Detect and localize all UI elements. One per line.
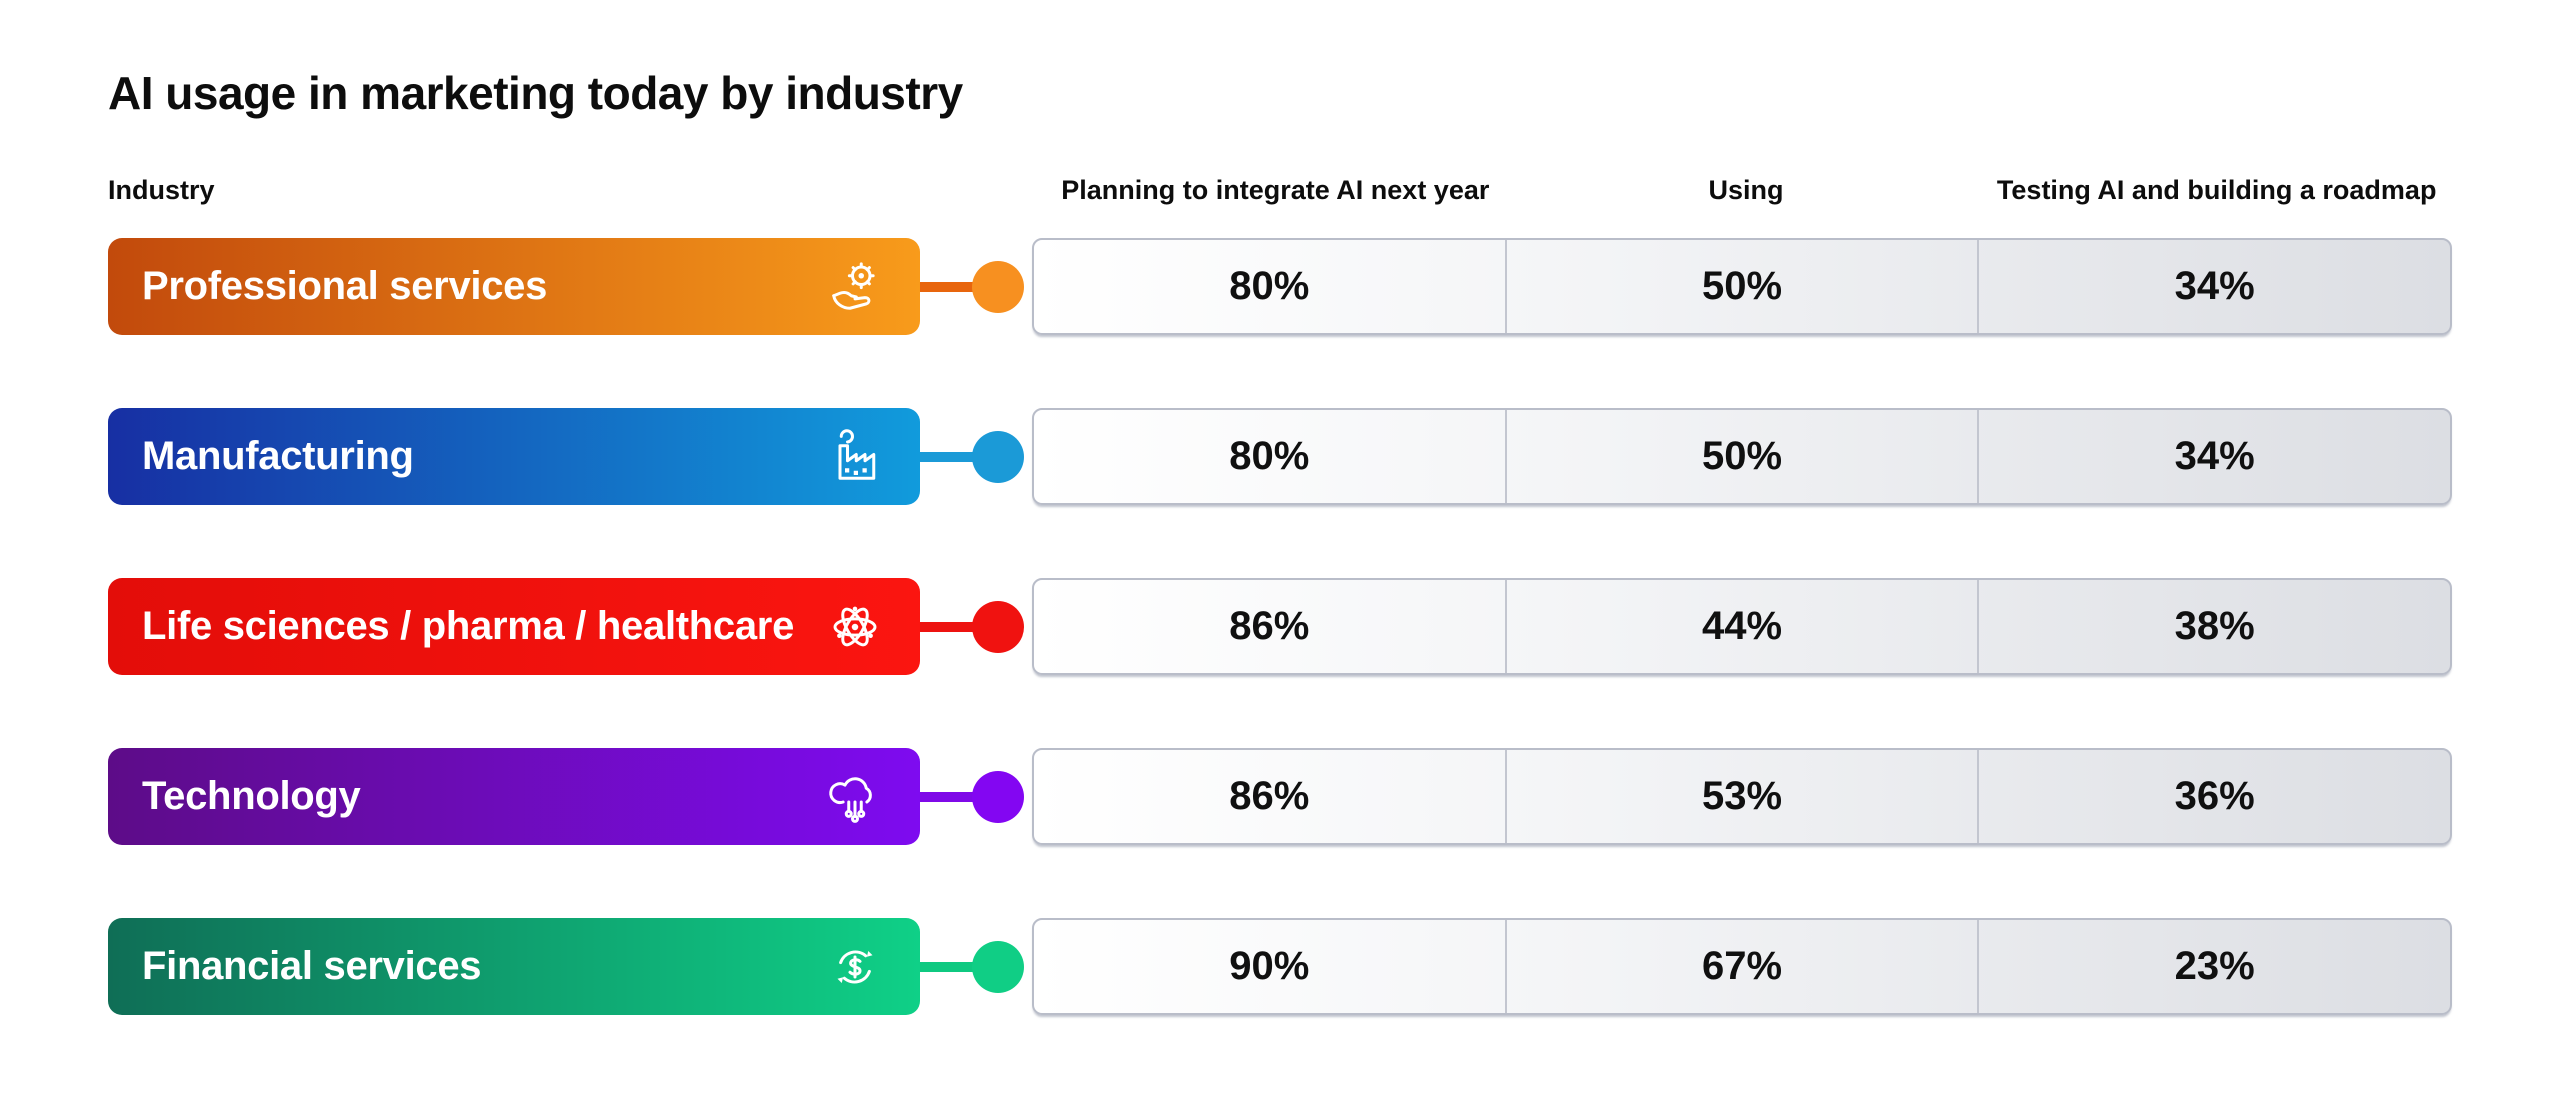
value-cell-testing: 23%	[1977, 920, 2450, 1013]
value-row: 80% 50% 34%	[1032, 238, 2452, 335]
value-row: 86% 53% 36%	[1032, 748, 2452, 845]
value-row: 90% 67% 23%	[1032, 918, 2452, 1015]
connector-dot	[972, 430, 1024, 483]
value-cell-planning: 86%	[1229, 774, 1310, 818]
industry-pill-manufacturing: Manufacturing	[108, 408, 920, 505]
value-cell-using: 50%	[1504, 410, 1978, 503]
industry-column-header: Industry	[108, 174, 215, 205]
value-cell-planning: 80%	[1229, 434, 1310, 478]
connector-dot	[972, 940, 1024, 993]
value-row: 80% 50% 34%	[1032, 408, 2452, 505]
industry-pill-professional-services: Professional services	[108, 238, 920, 335]
connector-line	[920, 451, 976, 462]
industry-label: Life sciences / pharma / healthcare	[142, 604, 795, 648]
atom-icon	[824, 596, 886, 658]
connector-line	[920, 961, 976, 972]
value-cell-using: 67%	[1504, 920, 1978, 1013]
column-header-row: Industry Planning to integrate AI next y…	[108, 168, 2452, 212]
value-row: 86% 44% 38%	[1032, 578, 2452, 675]
value-cell-testing: 38%	[1977, 580, 2450, 673]
industry-pill-financial-services: Financial services	[108, 918, 920, 1015]
value-cell-testing: 34%	[1977, 410, 2450, 503]
cloud-circuit-icon	[824, 766, 886, 828]
column-header-planning: Planning to integrate AI next year	[1061, 174, 1490, 205]
value-cell-using: 50%	[1504, 240, 1978, 333]
hand-gear-icon	[824, 256, 886, 318]
connector-dot	[972, 600, 1024, 653]
industry-pill-technology: Technology	[108, 748, 920, 845]
factory-icon	[824, 426, 886, 488]
column-header-testing: Testing AI and building a roadmap	[1996, 174, 2437, 205]
column-header-using: Using	[1708, 174, 1784, 205]
industry-row-financial-services: Financial services 90% 67% 23%	[108, 918, 2452, 1015]
industry-label: Manufacturing	[142, 434, 414, 478]
industry-label: Technology	[142, 774, 361, 818]
value-cell-using: 53%	[1504, 750, 1978, 843]
value-cell-using: 44%	[1504, 580, 1978, 673]
industry-row-manufacturing: Manufacturing 80% 50% 34%	[108, 408, 2452, 505]
connector-line	[920, 281, 976, 292]
dollar-cycle-icon	[824, 936, 886, 998]
value-cell-testing: 36%	[1977, 750, 2450, 843]
value-cell-testing: 34%	[1977, 240, 2450, 333]
industry-row-technology: Technology 86% 53% 36%	[108, 748, 2452, 845]
connector-line	[920, 621, 976, 632]
value-cell-planning: 86%	[1229, 604, 1310, 648]
value-cell-planning: 90%	[1229, 944, 1310, 988]
connector-dot	[972, 770, 1024, 823]
value-cell-planning: 80%	[1229, 264, 1310, 308]
column-headers: Planning to integrate AI next year Using…	[1040, 175, 2452, 206]
connector-line	[920, 791, 976, 802]
industry-row-professional-services: Professional services 80	[108, 238, 2452, 335]
industry-label: Financial services	[142, 944, 482, 988]
connector-dot	[972, 260, 1024, 313]
industry-pill-life-sciences: Life sciences / pharma / healthcare	[108, 578, 920, 675]
industry-label: Professional services	[142, 264, 548, 308]
industry-row-life-sciences: Life sciences / pharma / healthcare 86% …	[108, 578, 2452, 675]
page-title: AI usage in marketing today by industry	[108, 67, 963, 119]
